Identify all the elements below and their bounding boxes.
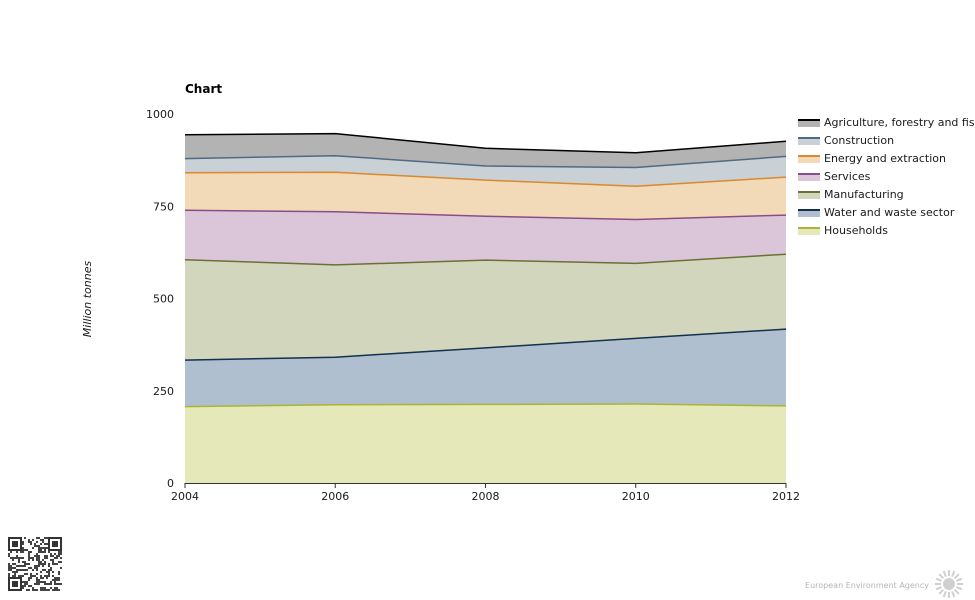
chart-title: Chart bbox=[185, 82, 222, 96]
area-energy-and-extraction bbox=[185, 172, 786, 220]
legend-swatch bbox=[798, 137, 820, 145]
legend-label: Agriculture, forestry and fishing bbox=[824, 116, 975, 129]
y-axis-label: Million tonnes bbox=[81, 261, 94, 338]
legend-swatch bbox=[798, 191, 820, 199]
qr-code-icon bbox=[8, 537, 62, 591]
area-households bbox=[185, 404, 786, 483]
line-construction bbox=[184, 154, 787, 169]
area-services bbox=[185, 210, 786, 265]
line-agriculture-forestry-and-fishing bbox=[184, 132, 787, 154]
legend-label: Water and waste sector bbox=[824, 206, 955, 219]
legend-label: Energy and extraction bbox=[824, 152, 946, 165]
area-manufacturing bbox=[185, 254, 786, 361]
y-tick-label: 1000 bbox=[146, 108, 174, 121]
line-households bbox=[184, 403, 787, 408]
legend-label: Services bbox=[824, 170, 871, 183]
x-tick-label: 2010 bbox=[622, 490, 650, 503]
y-tick-label: 0 bbox=[167, 477, 174, 490]
legend-swatch bbox=[798, 119, 820, 127]
legend-item-manufacturing: Manufacturing bbox=[798, 188, 904, 201]
legend-swatch bbox=[798, 209, 820, 217]
legend-item-construction: Construction bbox=[798, 134, 894, 147]
line-manufacturing bbox=[184, 253, 787, 266]
legend-label: Households bbox=[824, 224, 888, 237]
area-layers bbox=[185, 133, 786, 483]
x-tick-label: 2006 bbox=[321, 490, 349, 503]
x-tick-label: 2008 bbox=[472, 490, 500, 503]
eea-sun-logo-icon bbox=[935, 570, 963, 598]
legend-item-services: Services bbox=[798, 170, 871, 183]
area-agriculture-forestry-and-fishing bbox=[185, 133, 786, 168]
legend-swatch bbox=[798, 155, 820, 163]
line-services bbox=[184, 209, 787, 221]
line-water-and-waste-sector bbox=[184, 328, 787, 361]
x-tick-label: 2004 bbox=[171, 490, 199, 503]
x-axis-ticks: 2004 2006 2008 2010 2012 bbox=[171, 483, 800, 503]
legend-item-agriculture-forestry-and-fishing: Agriculture, forestry and fishing bbox=[798, 116, 975, 129]
legend-swatch bbox=[798, 227, 820, 235]
legend-label: Manufacturing bbox=[824, 188, 904, 201]
y-tick-label: 500 bbox=[153, 293, 174, 306]
legend: Agriculture, forestry and fishing Constru… bbox=[798, 116, 975, 237]
y-tick-label: 750 bbox=[153, 200, 174, 213]
legend-item-households: Households bbox=[798, 224, 888, 237]
y-tick-label: 250 bbox=[153, 385, 174, 398]
footer-agency-text: European Environment Agency bbox=[805, 581, 929, 590]
line-energy-and-extraction bbox=[184, 171, 787, 188]
x-tick-label: 2012 bbox=[772, 490, 800, 503]
series-lines bbox=[184, 132, 787, 408]
legend-label: Construction bbox=[824, 134, 894, 147]
y-axis-ticks: 0 250 500 750 1000 bbox=[146, 108, 174, 490]
area-construction bbox=[185, 155, 786, 187]
legend-item-water-and-waste-sector: Water and waste sector bbox=[798, 206, 955, 219]
area-water-and-waste-sector bbox=[185, 329, 786, 407]
legend-swatch bbox=[798, 173, 820, 181]
legend-item-energy-and-extraction: Energy and extraction bbox=[798, 152, 946, 165]
